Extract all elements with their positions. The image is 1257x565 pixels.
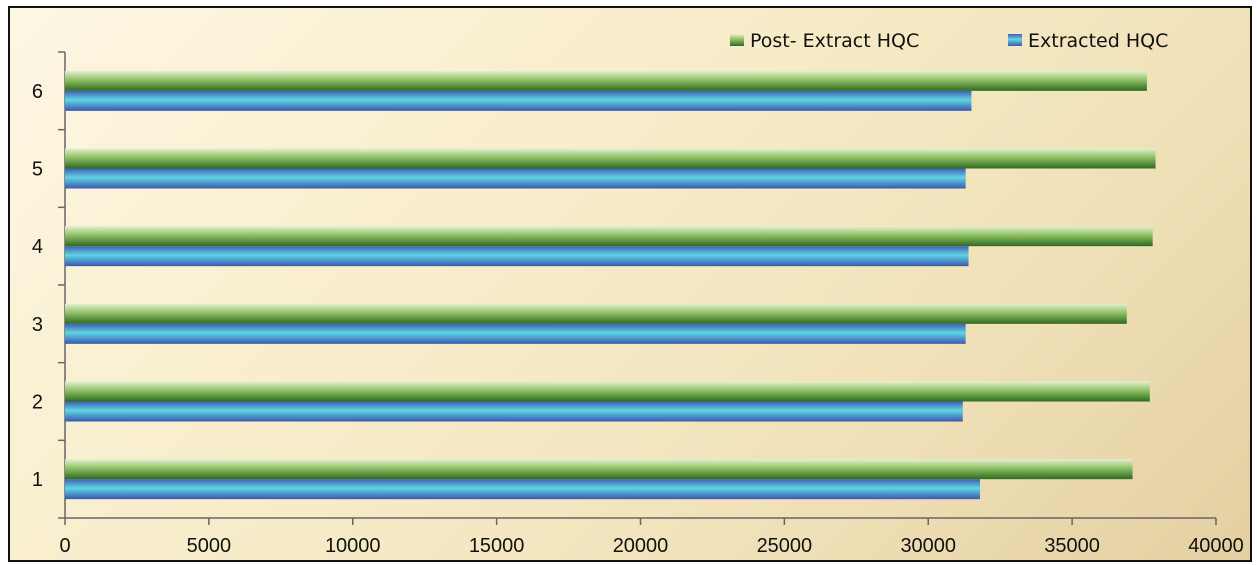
y-tick-label: 5: [32, 159, 43, 181]
x-tick-label: 40000: [1188, 535, 1244, 557]
legend-label: Post- Extract HQC: [750, 30, 919, 52]
horizontal-bar-chart: 0 5000 10000 15000 20000 25000 30000 35000 40000…: [32, 30, 1244, 557]
bars: [65, 70, 1156, 500]
bar-extracted-hqc-6: [65, 90, 972, 111]
y-tick-label: 3: [32, 314, 43, 336]
x-tick-label: 35000: [1044, 535, 1100, 557]
bar-post-extract-hqc-5: [65, 148, 1156, 169]
legend: Post- Extract HQC Extracted HQC: [730, 30, 1168, 52]
bar-extracted-hqc-5: [65, 168, 966, 189]
x-tick-label: 30000: [900, 535, 956, 557]
bar-post-extract-hqc-1: [65, 459, 1133, 480]
x-tick-label: 5000: [187, 535, 232, 557]
axes: [58, 51, 1217, 525]
x-tick-label: 0: [59, 535, 70, 557]
bar-post-extract-hqc-3: [65, 303, 1127, 324]
bar-extracted-hqc-3: [65, 323, 966, 344]
x-tick-label: 20000: [613, 535, 669, 557]
x-tick-label: 10000: [325, 535, 381, 557]
x-tick-label: 15000: [469, 535, 525, 557]
legend-swatch: [1008, 34, 1022, 46]
x-tick-label: 25000: [757, 535, 813, 557]
bar-extracted-hqc-1: [65, 479, 981, 500]
legend-swatch: [730, 34, 744, 46]
bar-post-extract-hqc-6: [65, 70, 1147, 91]
bar-extracted-hqc-2: [65, 401, 963, 422]
y-tick-label: 4: [32, 236, 43, 258]
bar-post-extract-hqc-2: [65, 381, 1150, 402]
bar-extracted-hqc-4: [65, 246, 969, 267]
chart-frame: 0 5000 10000 15000 20000 25000 30000 35000 40000…: [8, 6, 1252, 562]
y-tick-label: 2: [32, 392, 43, 414]
legend-label: Extracted HQC: [1028, 30, 1168, 52]
y-tick-label: 6: [32, 81, 43, 103]
tick-labels: 0 5000 10000 15000 20000 25000 30000 35000 40000…: [32, 81, 1244, 557]
y-tick-label: 1: [32, 469, 43, 491]
bar-post-extract-hqc-4: [65, 226, 1153, 247]
